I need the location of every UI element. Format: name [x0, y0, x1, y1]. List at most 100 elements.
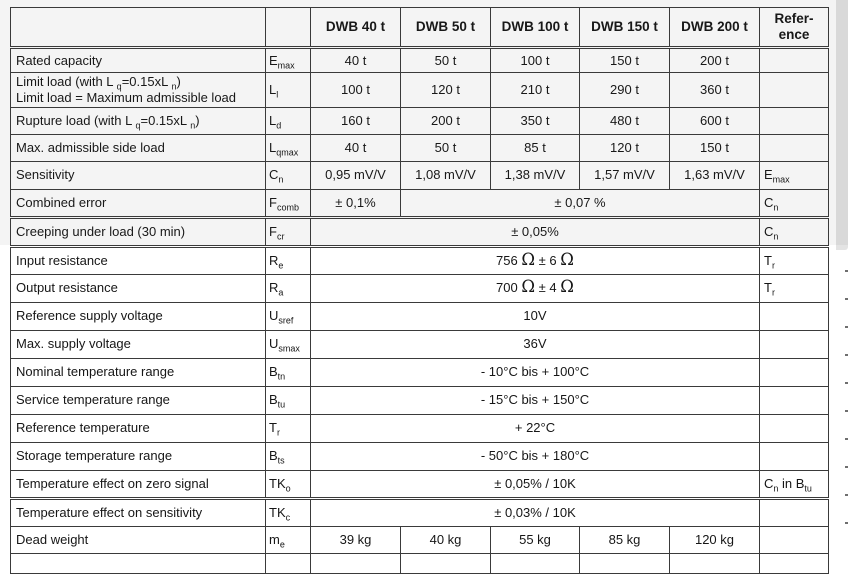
- value-cell: 150 t: [579, 47, 670, 73]
- clipped-cell: [400, 552, 491, 574]
- reference-cell: [759, 357, 829, 387]
- value-cell: 120 t: [400, 72, 491, 108]
- spec-label-cell: Creeping under load (30 min): [10, 216, 266, 248]
- symbol-cell: Lqmax: [265, 133, 311, 162]
- spec-label-cell: Max. supply voltage: [10, 329, 266, 359]
- value-cell: 36V: [310, 329, 760, 359]
- symbol-cell: TKo: [265, 469, 311, 500]
- symbol-cell: Usref: [265, 301, 311, 331]
- spec-label-cell: Temperature effect on zero signal: [10, 469, 266, 500]
- reference-cell: [759, 525, 829, 554]
- spec-label-cell: Combined error: [10, 188, 266, 219]
- spec-row: Limit load (with L q=0.15xL n) Limit load…: [10, 72, 829, 108]
- value-cell: 290 t: [579, 72, 670, 108]
- spec-label-cell: Reference supply voltage: [10, 301, 266, 331]
- symbol-column-header: [265, 7, 311, 49]
- spec-label-cell: Reference temperature: [10, 413, 266, 443]
- value-cell: ± 0,1%: [310, 188, 401, 219]
- reference-cell: Tr: [759, 273, 829, 303]
- value-cell: 480 t: [579, 106, 670, 135]
- value-cell: - 15°C bis + 150°C: [310, 385, 760, 415]
- value-cell: 40 t: [310, 133, 401, 162]
- value-cell: 600 t: [669, 106, 760, 135]
- value-cell: ± 0,05% / 10K: [310, 469, 760, 500]
- value-cell: 700 Ω ± 4 Ω: [310, 273, 760, 303]
- spec-label-cell: Max. admissible side load: [10, 133, 266, 162]
- symbol-cell: Bts: [265, 441, 311, 471]
- spec-label-cell: Storage temperature range: [10, 441, 266, 471]
- reference-cell: [759, 497, 829, 527]
- value-cell: 10V: [310, 301, 760, 331]
- value-cell: 85 t: [490, 133, 580, 162]
- value-cell: 100 t: [490, 47, 580, 73]
- value-cell: 50 t: [400, 133, 491, 162]
- reference-cell: Cn: [759, 188, 829, 219]
- value-cell: 1,08 mV/V: [400, 160, 491, 190]
- spec-row: Rated capacity Emax 40 t 50 t 100 t 150 t 200 …: [10, 47, 829, 73]
- value-cell: 210 t: [490, 72, 580, 108]
- symbol-cell: Emax: [265, 47, 311, 73]
- symbol-cell: Re: [265, 245, 311, 275]
- spec-row: Nominal temperature range Btn - 10°C bis +…: [10, 357, 829, 387]
- symbol-cell: Ll: [265, 72, 311, 108]
- symbol-cell: Fcr: [265, 216, 311, 248]
- value-cell: 160 t: [310, 106, 401, 135]
- reference-cell: [759, 441, 829, 471]
- cropped-table-edge: [845, 242, 848, 550]
- reference-cell: [759, 47, 829, 73]
- spec-row: Service temperature range Btu - 15°C bis +…: [10, 385, 829, 415]
- reference-cell: [759, 385, 829, 415]
- clipped-cell: [669, 552, 760, 574]
- reference-cell: Cn: [759, 216, 829, 248]
- symbol-cell: Ld: [265, 106, 311, 135]
- reference-cell: [759, 413, 829, 443]
- clipped-row: [10, 552, 829, 574]
- value-cell: ± 0,05%: [310, 216, 760, 248]
- clipped-cell: [490, 552, 580, 574]
- page-edge-strip: [836, 0, 848, 250]
- reference-cell: Cn in Btu: [759, 469, 829, 500]
- symbol-cell: Btu: [265, 385, 311, 415]
- value-cell: 39 kg: [310, 525, 401, 554]
- value-cell: 200 t: [400, 106, 491, 135]
- value-cell: 40 kg: [400, 525, 491, 554]
- spec-label-cell: Rated capacity: [10, 47, 266, 73]
- spec-label-cell: Rupture load (with L q=0.15xL n): [10, 106, 266, 135]
- model-column-header: DWB 200 t: [669, 7, 760, 49]
- spec-row: Combined error Fcomb ± 0,1% ± 0,07 % Cn: [10, 188, 829, 219]
- model-column-header: DWB 50 t: [400, 7, 491, 49]
- value-cell: 50 t: [400, 47, 491, 73]
- spec-label-cell: Limit load (with L q=0.15xL n) Limit load…: [10, 72, 266, 108]
- clipped-cell: [310, 552, 401, 574]
- value-cell: 200 t: [669, 47, 760, 73]
- value-cell: 120 kg: [669, 525, 760, 554]
- spec-row: Reference supply voltage Usref 10V: [10, 301, 829, 331]
- spec-label-cell: Nominal temperature range: [10, 357, 266, 387]
- spec-label-cell: Service temperature range: [10, 385, 266, 415]
- value-cell: 150 t: [669, 133, 760, 162]
- value-cell: 100 t: [310, 72, 401, 108]
- value-cell: 350 t: [490, 106, 580, 135]
- spec-row: Temperature effect on zero signal TKo ± 0,…: [10, 469, 829, 500]
- symbol-cell: Btn: [265, 357, 311, 387]
- value-cell: + 22°C: [310, 413, 760, 443]
- value-cell: 756 Ω ± 6 Ω: [310, 245, 760, 275]
- value-cell: 55 kg: [490, 525, 580, 554]
- spec-row: Reference temperature Tr + 22°C: [10, 413, 829, 443]
- value-cell: 0,95 mV/V: [310, 160, 401, 190]
- symbol-cell: me: [265, 525, 311, 554]
- value-cell: 1,38 mV/V: [490, 160, 580, 190]
- reference-cell: [759, 329, 829, 359]
- clipped-cell: [265, 552, 311, 574]
- clipped-cell: [579, 552, 670, 574]
- spec-label-cell: Temperature effect on sensitivity: [10, 497, 266, 527]
- symbol-cell: Fcomb: [265, 188, 311, 219]
- spec-row: Storage temperature range Bts - 50°C bis +…: [10, 441, 829, 471]
- spec-row: Output resistance Ra 700 Ω ± 4 Ω Tr: [10, 273, 829, 303]
- symbol-cell: Cn: [265, 160, 311, 190]
- value-cell: - 50°C bis + 180°C: [310, 441, 760, 471]
- specification-table: DWB 40 t DWB 50 t DWB 100 t DWB 150 t DWB 20…: [10, 7, 829, 574]
- value-cell: 40 t: [310, 47, 401, 73]
- reference-cell: Tr: [759, 245, 829, 275]
